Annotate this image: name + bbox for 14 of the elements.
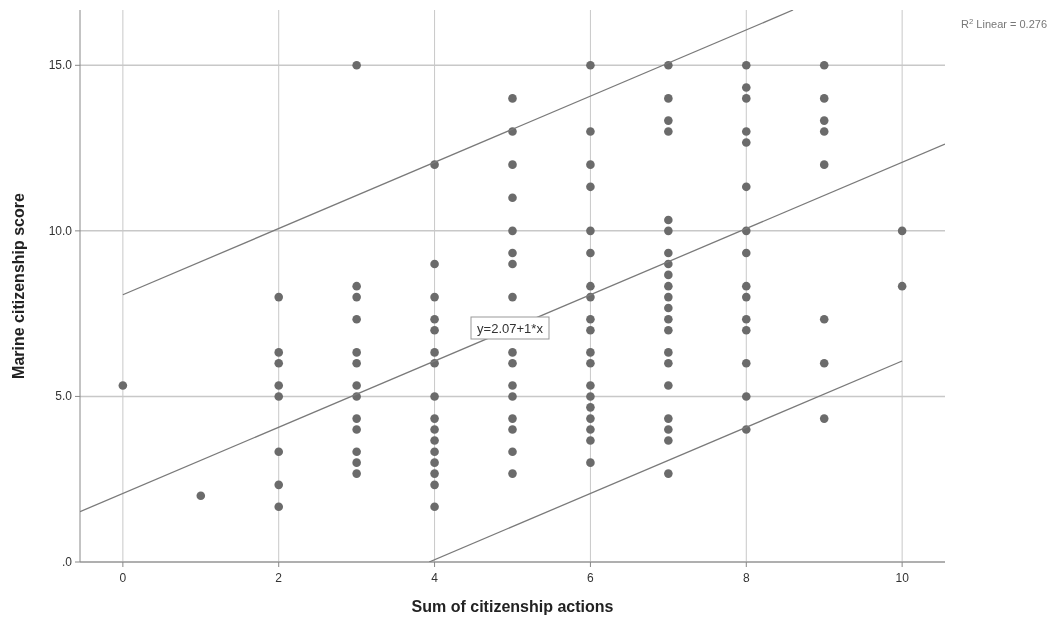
x-axis-title: Sum of citizenship actions <box>411 598 614 615</box>
x-tick-label: 8 <box>742 571 750 585</box>
y-tick-label: 15.0 <box>48 58 73 73</box>
y-tick-label: 5.0 <box>55 389 73 404</box>
x-tick-label: 0 <box>119 571 127 585</box>
x-tick-label: 6 <box>587 571 595 585</box>
x-tick-label: 2 <box>275 571 283 585</box>
text: R$^{2}$ Linear = 0.276 <box>961 16 1047 30</box>
y-tick-label: .0 <box>61 555 73 569</box>
y-axis-title: Marine citizenship score <box>10 192 27 379</box>
annotation: y=2.07+1*x <box>477 321 544 336</box>
x-tick-label: 4 <box>431 571 439 585</box>
y-tick-label: 10.0 <box>48 223 73 238</box>
x-tick-label: 10 <box>895 571 910 585</box>
